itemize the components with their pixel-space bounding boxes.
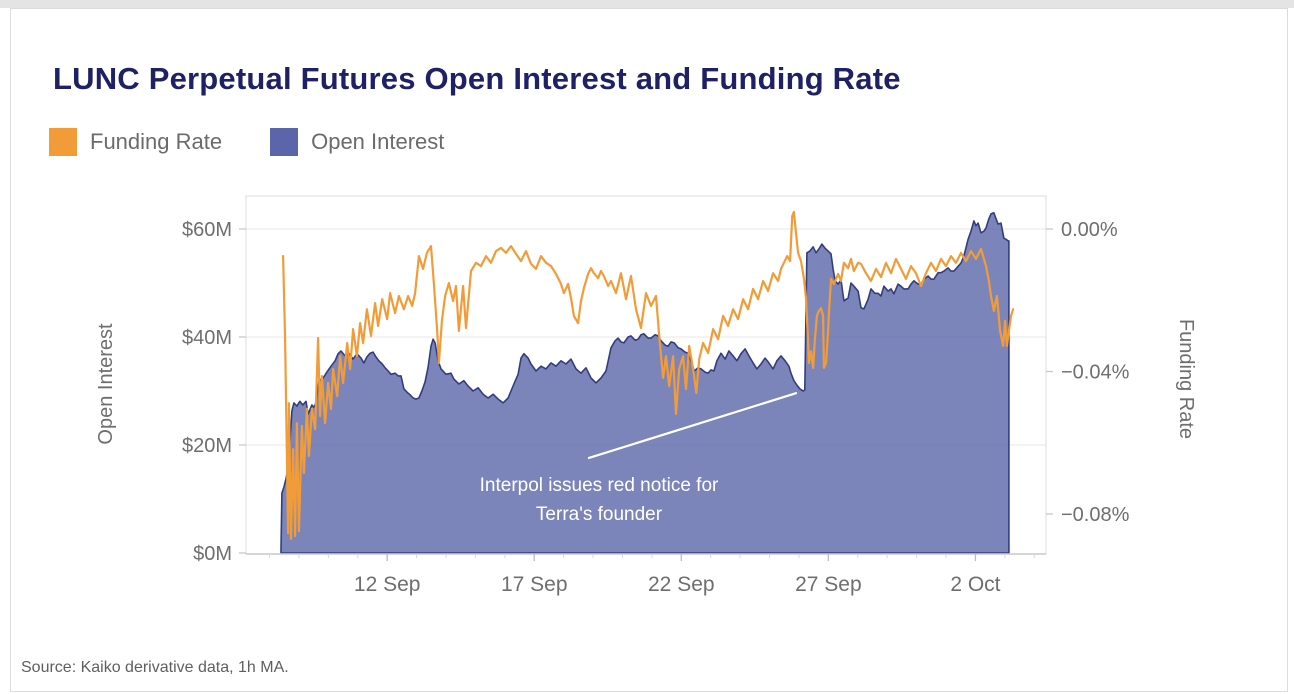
chart-annotation: Interpol issues red notice for Terra's f… <box>439 471 759 529</box>
legend: Funding Rate Open Interest <box>49 128 444 156</box>
funding-rate-line <box>282 210 1015 541</box>
top-strip <box>0 0 1294 8</box>
open-interest-swatch-icon <box>270 128 299 156</box>
chart-title: LUNC Perpetual Futures Open Interest and… <box>53 61 901 96</box>
x-tick-label: 27 Sep <box>795 573 862 596</box>
annotation-pointer-line <box>587 392 798 460</box>
x-tick-label: 2 Oct <box>950 573 1000 596</box>
y-left-tick-label: $40M <box>182 327 232 349</box>
annotation-line-1: Interpol issues red notice for <box>479 475 719 496</box>
legend-item-funding-rate: Funding Rate <box>49 128 222 156</box>
y-right-tick-label: −0.08% <box>1061 504 1130 526</box>
chart-plot-area: $60M $40M $20M $0M 0.00% −0.04% −0.08% 12 Sep 17… <box>182 195 1130 596</box>
legend-label: Funding Rate <box>90 129 223 154</box>
y-left-tick-label: $0M <box>193 543 232 565</box>
y-axis-right-title: Funding Rate <box>1175 318 1197 440</box>
y-left-tick-label: $20M <box>182 435 232 457</box>
annotation-line-2: Terra's founder <box>535 504 663 525</box>
legend-item-open-interest: Open Interest <box>270 128 444 156</box>
y-right-tick-label: −0.04% <box>1061 362 1130 384</box>
x-tick-label: 17 Sep <box>501 573 568 596</box>
y-left-tick-label: $60M <box>182 219 232 241</box>
legend-label: Open Interest <box>311 129 445 154</box>
funding-rate-swatch-icon <box>49 128 77 156</box>
x-tick-label: 12 Sep <box>354 573 421 596</box>
x-tick-label: 22 Sep <box>648 573 715 596</box>
y-axis-left-title: Open Interest <box>95 323 117 445</box>
y-right-tick-label: 0.00% <box>1061 219 1118 241</box>
open-interest-area <box>280 212 1010 554</box>
chart-card: LUNC Perpetual Futures Open Interest and… <box>10 8 1288 692</box>
source-note: Source: Kaiko derivative data, 1h MA. <box>21 659 289 676</box>
